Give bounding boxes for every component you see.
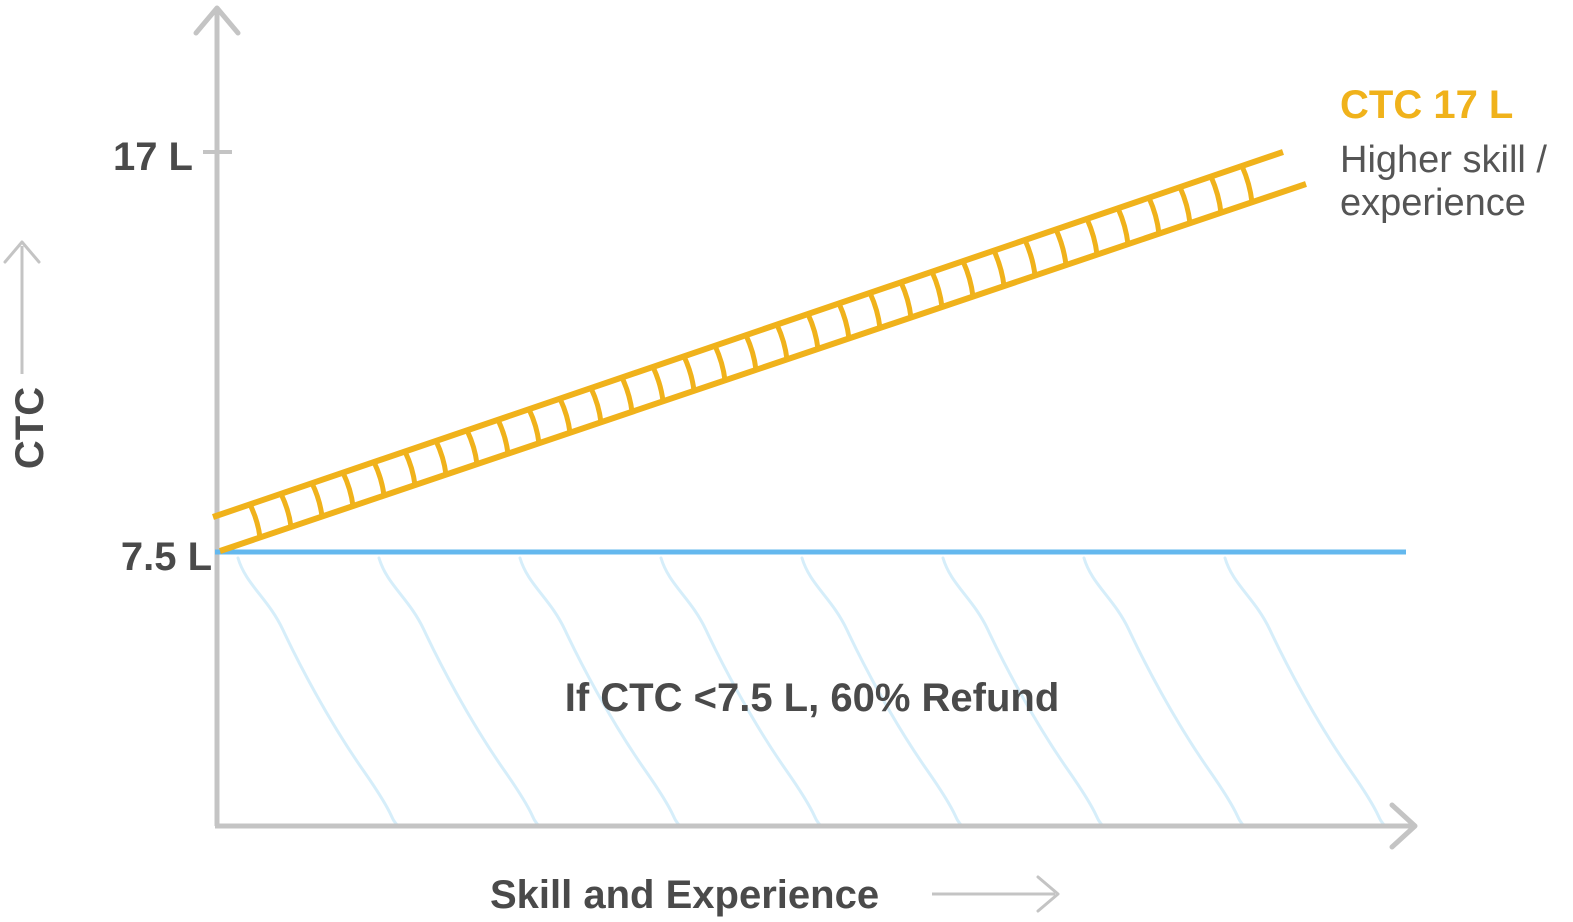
band-rung xyxy=(371,459,387,499)
refund-hatch-stroke xyxy=(659,556,823,828)
band-rung xyxy=(526,406,542,446)
band-rung xyxy=(836,300,852,341)
band-rung xyxy=(278,491,294,530)
band-lower-edge xyxy=(219,181,1307,554)
band-rung xyxy=(433,438,449,478)
refund-hatch-stroke xyxy=(1082,556,1246,828)
band-rung xyxy=(712,343,728,383)
refund-hatch-stroke xyxy=(1223,556,1387,828)
band-rung xyxy=(588,385,604,425)
band-rung xyxy=(898,279,914,320)
band-rung xyxy=(309,480,325,520)
band-rung xyxy=(991,248,1007,289)
y-axis-arrowhead xyxy=(193,5,241,36)
tick-label-17l: 17 L xyxy=(113,135,193,179)
y-axis-title-group: CTC xyxy=(3,240,52,469)
band-rung xyxy=(805,311,821,352)
x-axis-title: Skill and Experience xyxy=(490,873,879,917)
band-rung xyxy=(1177,184,1193,226)
band-rung xyxy=(960,258,976,300)
band-rung xyxy=(464,427,480,467)
x-axis-arrowhead xyxy=(1389,802,1418,850)
band-subtitle-line1: Higher skill / xyxy=(1340,139,1547,181)
band-rung xyxy=(1115,205,1131,247)
band-rung xyxy=(867,290,883,331)
band-rungs xyxy=(247,163,1255,540)
band-rung xyxy=(340,470,356,509)
band-rung xyxy=(1084,216,1100,258)
ctc-growth-band xyxy=(212,149,1307,554)
band-rung xyxy=(774,322,790,362)
x-axis-title-arrowhead xyxy=(1036,875,1060,913)
band-rung xyxy=(681,353,697,394)
band-rung xyxy=(495,417,511,457)
band-rung xyxy=(247,501,263,540)
band-rung xyxy=(743,332,759,373)
axes xyxy=(193,5,1418,850)
x-axis-title-group: Skill and Experience xyxy=(490,873,1060,917)
band-rung xyxy=(402,449,418,488)
refund-hatch-stroke xyxy=(236,556,400,828)
refund-zone-hatch xyxy=(236,556,1387,828)
band-rung xyxy=(929,269,945,310)
band-rung xyxy=(650,364,666,404)
band-rung xyxy=(1208,174,1224,216)
tick-label-7-5l: 7.5 L xyxy=(121,535,212,579)
refund-hatch-stroke xyxy=(518,556,682,828)
band-title: CTC 17 L xyxy=(1340,83,1513,127)
band-rung xyxy=(1239,163,1255,205)
refund-hatch-stroke xyxy=(800,556,964,828)
y-axis-title: CTC xyxy=(8,387,52,469)
refund-hatch-stroke xyxy=(377,556,541,828)
refund-note: If CTC <7.5 L, 60% Refund xyxy=(565,676,1060,720)
y-axis-title-arrowhead xyxy=(3,240,41,264)
band-subtitle-line2: experience xyxy=(1340,182,1526,224)
band-rung xyxy=(1053,226,1069,268)
refund-hatch-stroke xyxy=(941,556,1105,828)
band-rung xyxy=(1022,237,1038,279)
band-rung xyxy=(557,396,573,436)
band-rung xyxy=(1146,195,1162,237)
band-rung xyxy=(619,374,635,415)
